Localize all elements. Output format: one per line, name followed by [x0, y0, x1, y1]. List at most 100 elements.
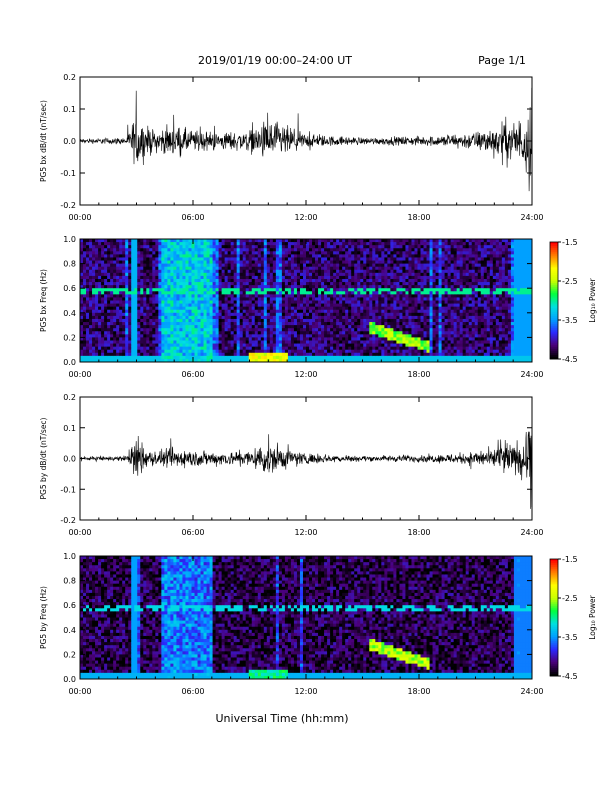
spectrogram-cell — [243, 285, 246, 288]
spectrogram-cell — [351, 245, 354, 248]
spectrogram-cell — [402, 316, 405, 319]
spectrogram-cell — [201, 294, 204, 297]
spectrogram-cell — [182, 264, 185, 267]
spectrogram-cell — [354, 239, 357, 242]
spectrogram-cell — [336, 319, 339, 322]
spectrogram-cell — [107, 319, 110, 322]
spectrogram-cell — [414, 239, 417, 242]
spectrogram-cell — [255, 242, 258, 245]
spectrogram-cell — [216, 353, 219, 356]
spectrogram-cell — [158, 313, 161, 316]
spectrogram-cell — [240, 261, 243, 264]
spectrogram-cell — [185, 297, 188, 300]
spectrogram-cell — [285, 279, 288, 282]
spectrogram-cell — [336, 251, 339, 254]
spectrogram-cell — [261, 331, 264, 334]
spectrogram-cell — [195, 322, 198, 325]
spectrogram-cell — [101, 304, 104, 307]
spectrogram-cell — [417, 294, 420, 297]
spectrogram-cell — [167, 264, 170, 267]
spectrogram-cell — [116, 356, 119, 359]
spectrogram-cell — [228, 325, 231, 328]
spectrogram-cell — [381, 297, 384, 300]
spectrogram-cell — [291, 285, 294, 288]
spectrogram-cell — [369, 331, 372, 334]
spectrogram-cell — [173, 334, 176, 337]
spectrogram-cell — [357, 291, 360, 294]
spectrogram-cell — [110, 245, 113, 248]
spectrogram-cell — [327, 276, 330, 279]
spectrogram-cell — [264, 340, 267, 343]
spectrogram-cell — [198, 264, 201, 267]
spectrogram-cell — [113, 347, 116, 350]
spectrogram-cell — [104, 239, 107, 242]
spectrogram-cell — [261, 350, 264, 353]
spectrogram-cell — [140, 316, 143, 319]
spectrogram-cell — [387, 257, 390, 260]
spectrogram-cell — [210, 248, 213, 251]
spectrogram-cell — [119, 301, 122, 304]
spectrogram-cell — [252, 270, 255, 273]
spectrogram-cell — [414, 313, 417, 316]
spectrogram-cell — [101, 340, 104, 343]
spectrogram-cell — [170, 325, 173, 328]
spectrogram-cell — [179, 340, 182, 343]
spectrogram-cell — [306, 254, 309, 257]
spectrogram-cell — [234, 313, 237, 316]
spectrogram-cell — [318, 350, 321, 353]
spectrogram-cell — [219, 353, 222, 356]
spectrogram-cell — [231, 350, 234, 353]
spectrogram-cell — [188, 276, 191, 279]
spectrogram-cell — [276, 325, 279, 328]
spectrogram-cell — [137, 350, 140, 353]
spectrogram-cell — [219, 273, 222, 276]
spectrogram-cell — [387, 285, 390, 288]
spectrogram-cell — [445, 304, 448, 307]
spectrogram-cell — [381, 340, 384, 343]
spectrogram-cell — [372, 325, 375, 328]
spectrogram-cell — [408, 245, 411, 248]
spectrogram-cell — [225, 344, 228, 347]
spectrogram-cell — [348, 304, 351, 307]
spectrogram-cell — [372, 350, 375, 353]
spectrogram-cell — [116, 310, 119, 313]
spectrogram-cell — [122, 245, 125, 248]
spectrogram-cell — [201, 285, 204, 288]
spectrogram-cell — [179, 276, 182, 279]
spectrogram-cell — [285, 254, 288, 257]
spectrogram-cell — [255, 288, 258, 291]
spectrogram-cell — [167, 273, 170, 276]
spectrogram-cell — [291, 294, 294, 297]
spectrogram-cell — [442, 297, 445, 300]
spectrogram-cell — [273, 276, 276, 279]
spectrogram-cell — [176, 347, 179, 350]
spectrogram-cell — [191, 325, 194, 328]
spectrogram-cell — [360, 245, 363, 248]
spectrogram-cell — [146, 316, 149, 319]
spectrogram-cell — [122, 270, 125, 273]
spectrogram-cell — [357, 350, 360, 353]
spectrogram-cell — [243, 344, 246, 347]
spectrogram-cell — [372, 334, 375, 337]
spectrogram-cell — [237, 291, 240, 294]
spectrogram-cell — [173, 313, 176, 316]
spectrogram-cell — [321, 239, 324, 242]
spectrogram-cell — [381, 282, 384, 285]
spectrogram-cell — [249, 297, 252, 300]
spectrogram-cell — [439, 288, 442, 291]
spectrogram-cell — [246, 356, 249, 359]
spectrogram-cell — [402, 325, 405, 328]
spectrogram-cell — [312, 267, 315, 270]
spectrogram-cell — [363, 294, 366, 297]
spectrogram-cell — [306, 297, 309, 300]
spectrogram-cell — [131, 294, 134, 297]
spectrogram-cell — [333, 279, 336, 282]
spectrogram-cell — [155, 350, 158, 353]
spectrogram-cell — [303, 347, 306, 350]
spectrogram-cell — [89, 319, 92, 322]
spectrogram-cell — [300, 356, 303, 359]
spectrogram-cell — [427, 307, 430, 310]
spectrogram-cell — [303, 319, 306, 322]
spectrogram-cell — [279, 276, 282, 279]
spectrogram-cell — [95, 294, 98, 297]
